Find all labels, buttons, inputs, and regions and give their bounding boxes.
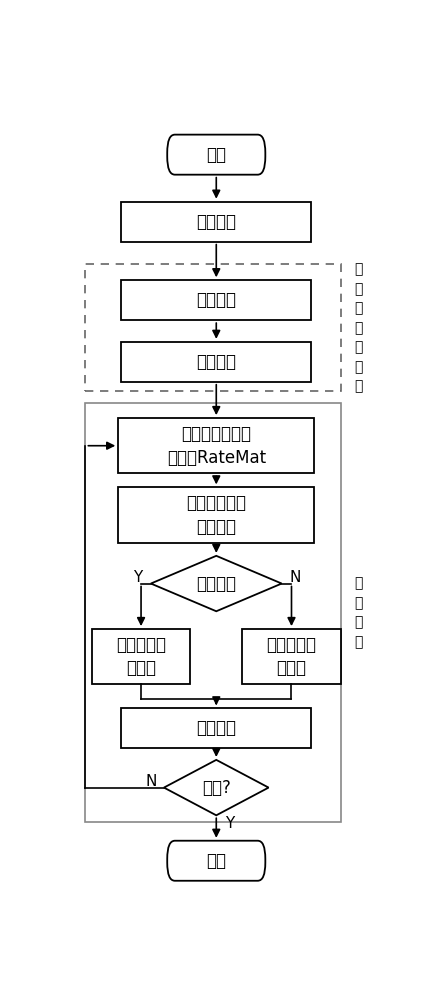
Text: 跟
踪
前
准
备
部
分: 跟 踪 前 准 备 部 分 [354, 262, 363, 393]
Text: 开始: 开始 [206, 146, 226, 164]
Text: 框选目标: 框选目标 [196, 291, 236, 309]
Bar [118, 487, 314, 543]
Text: 模板更新判定
及其更新: 模板更新判定 及其更新 [186, 494, 246, 536]
Text: Y: Y [225, 816, 234, 831]
Text: 退出?: 退出? [202, 779, 231, 797]
Text: Y: Y [133, 570, 142, 585]
Bar [242, 629, 341, 684]
Bar [86, 403, 341, 822]
Bar [122, 202, 311, 242]
Text: N: N [289, 570, 300, 585]
Text: N: N [145, 774, 157, 789]
Text: 目标定位: 目标定位 [196, 719, 236, 737]
Bar [122, 708, 311, 748]
Bar [92, 629, 190, 684]
FancyBboxPatch shape [167, 841, 265, 881]
Text: 求目标与模板的
相似度RateMat: 求目标与模板的 相似度RateMat [167, 425, 266, 467]
Text: 是否遮挡: 是否遮挡 [196, 575, 236, 593]
FancyBboxPatch shape [167, 135, 265, 175]
Bar [118, 418, 314, 473]
Text: 采集视频: 采集视频 [196, 213, 236, 231]
Text: 跟
踪
部
分: 跟 踪 部 分 [354, 577, 363, 649]
Bar [122, 342, 311, 382]
Text: 结束: 结束 [206, 852, 226, 870]
Text: 角点匹配跟
踪方法: 角点匹配跟 踪方法 [116, 636, 166, 677]
Polygon shape [151, 556, 282, 611]
Bar [86, 264, 341, 391]
Bar [122, 280, 311, 320]
Text: 定义模板: 定义模板 [196, 353, 236, 371]
Text: 光流匹配跟
踪方法: 光流匹配跟 踪方法 [267, 636, 316, 677]
Polygon shape [164, 760, 269, 815]
